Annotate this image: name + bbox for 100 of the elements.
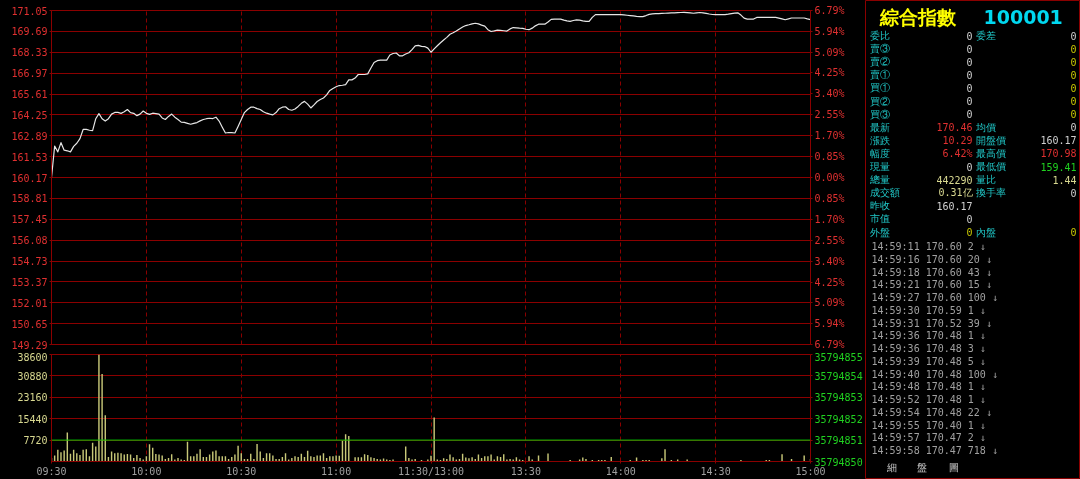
- text: 14:59:54 170.48 22 ↓: [871, 406, 992, 418]
- y2-tick-label: 0.00%: [814, 172, 845, 183]
- text: 昨收: [869, 200, 890, 212]
- text: 漲跌: [869, 134, 890, 146]
- text: 14:59:55 170.40 1 ↓: [871, 419, 986, 431]
- y-tick-label: 153.37: [11, 276, 48, 288]
- y2-tick-label: 6.79%: [814, 5, 845, 16]
- text: 買①: [869, 82, 890, 94]
- y-tick-label: 169.69: [11, 26, 48, 38]
- text: 14:59:18 170.60 43 ↓: [871, 266, 992, 278]
- x-tick-label: 11:00: [321, 465, 352, 477]
- text: 開盤價: [975, 134, 1006, 146]
- y2-tick-label: 35794852: [814, 413, 863, 425]
- x-tick-label: 09:30: [36, 465, 67, 477]
- text: 160.17: [1040, 135, 1077, 147]
- x-tick-label: 10:30: [226, 465, 257, 477]
- x-tick-label: 15:00: [795, 465, 826, 477]
- text: 14:59:48 170.48 1 ↓: [871, 381, 986, 393]
- text: 最低價: [975, 161, 1006, 172]
- y2-tick-label: 3.40%: [814, 88, 845, 100]
- y2-tick-label: 4.25%: [814, 276, 845, 288]
- text: 0: [1070, 82, 1077, 94]
- y-tick-label: 165.61: [11, 89, 48, 100]
- y2-tick-label: 35794854: [814, 370, 863, 382]
- text: 量比: [975, 174, 996, 186]
- y-tick-label: 158.81: [11, 193, 48, 205]
- text: 最新: [869, 121, 890, 133]
- text: 總量: [868, 174, 890, 186]
- y-tick-label: 166.97: [11, 68, 48, 80]
- text: 10.29: [942, 135, 973, 147]
- text: 160.17: [936, 200, 973, 212]
- y-tick-label: 150.65: [11, 318, 48, 330]
- y-tick-label: 160.17: [11, 172, 48, 184]
- y-tick-label: 38600: [17, 351, 48, 363]
- y2-tick-label: 0.85%: [814, 192, 845, 204]
- text: 委差: [975, 30, 996, 41]
- text: 14:59:27 170.60 100 ↓: [871, 292, 998, 303]
- text: 14:59:16 170.60 20 ↓: [871, 253, 992, 265]
- y2-tick-label: 6.79%: [814, 339, 845, 350]
- text: 0: [966, 56, 973, 68]
- text: 14:59:36 170.48 1 ↓: [871, 330, 986, 342]
- text: 0: [1070, 227, 1077, 238]
- y-tick-label: 157.45: [11, 214, 48, 226]
- text: 170.46: [936, 122, 973, 134]
- x-tick-label: 14:30: [700, 465, 731, 477]
- x-tick-label: 13:30: [510, 465, 541, 477]
- y2-tick-label: 35794850: [814, 456, 863, 468]
- text: 盤: [916, 462, 927, 473]
- text: 內盤: [975, 226, 996, 238]
- text: 14:59:57 170.47 2 ↓: [871, 432, 986, 444]
- text: 14:59:39 170.48 5 ↓: [871, 355, 986, 367]
- y-tick-label: 168.33: [11, 47, 48, 59]
- text: 外盤: [869, 226, 890, 238]
- text: 14:59:58 170.47 718 ↓: [871, 445, 998, 456]
- x-tick-label: 14:00: [605, 465, 636, 477]
- y2-tick-label: 2.55%: [814, 234, 845, 246]
- text: 0: [1070, 96, 1077, 107]
- text: 14:59:30 170.59 1 ↓: [871, 304, 986, 316]
- y-tick-label: 30880: [17, 370, 48, 382]
- text: 賣②: [869, 56, 890, 68]
- y2-tick-label: 1.70%: [814, 130, 845, 142]
- y2-tick-label: 5.09%: [814, 46, 845, 58]
- y-tick-label: 171.05: [11, 5, 48, 17]
- text: 0: [966, 69, 973, 81]
- text: 均價: [974, 121, 996, 133]
- text: 委比: [869, 30, 890, 41]
- y2-tick-label: 35794853: [814, 392, 863, 404]
- y2-tick-label: 5.94%: [814, 318, 845, 330]
- text: 1.44: [1052, 174, 1077, 186]
- y2-tick-label: 3.40%: [814, 255, 845, 267]
- text: 14:59:31 170.52 39 ↓: [871, 317, 992, 329]
- text: 0: [966, 82, 973, 94]
- text: 0: [966, 30, 973, 42]
- text: 買②: [869, 95, 890, 107]
- text: 賣③: [869, 43, 890, 55]
- text: 14:59:40 170.48 100 ↓: [871, 368, 998, 380]
- text: 0: [966, 43, 973, 55]
- text: 14:59:52 170.48 1 ↓: [871, 394, 986, 405]
- text: 159.41: [1040, 161, 1077, 173]
- text: 市值: [869, 213, 890, 225]
- text: 換手率: [975, 187, 1006, 199]
- text: 0: [966, 109, 973, 121]
- text: 買③: [869, 108, 890, 120]
- text: 0: [966, 213, 973, 225]
- text: 0: [1070, 109, 1077, 121]
- text: 14:59:21 170.60 15 ↓: [871, 279, 992, 291]
- y-tick-label: 23160: [17, 392, 48, 404]
- text: 0: [966, 227, 973, 238]
- text: 現量: [869, 161, 890, 172]
- x-tick-label: 10:00: [131, 465, 162, 477]
- y2-tick-label: 35794855: [814, 351, 863, 363]
- text: 0.31亿: [938, 187, 973, 199]
- text: 6.42%: [942, 147, 973, 159]
- text: 最高價: [975, 147, 1006, 159]
- y2-tick-label: 5.94%: [814, 25, 845, 37]
- y2-tick-label: 2.55%: [814, 109, 845, 121]
- y-tick-label: 161.53: [11, 151, 48, 163]
- text: 0: [1070, 30, 1077, 42]
- y2-tick-label: 5.09%: [814, 297, 845, 309]
- text: 0: [1070, 43, 1077, 55]
